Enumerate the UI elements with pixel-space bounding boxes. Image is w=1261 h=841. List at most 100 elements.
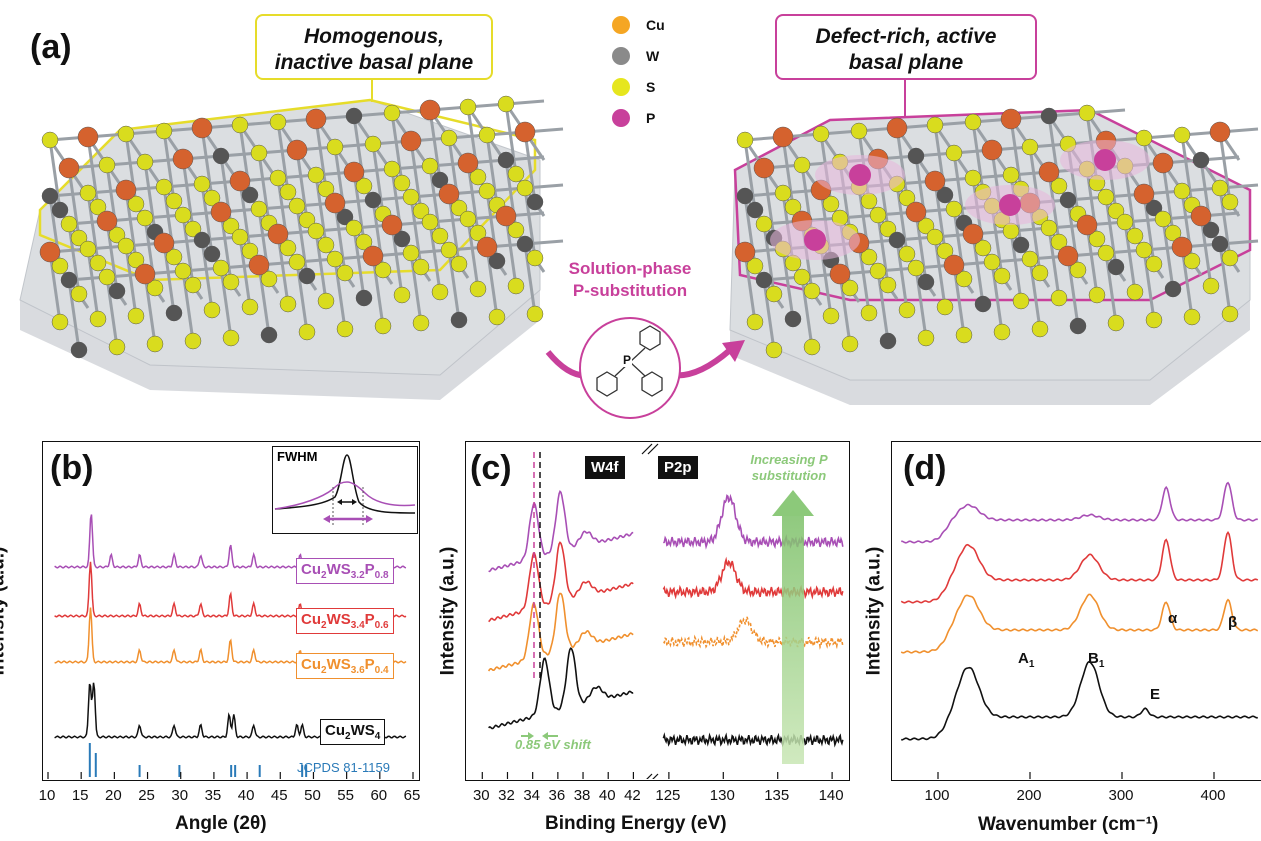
left-atom-72 [326,250,344,268]
right-atom-57 [1040,219,1058,237]
left-atom-46 [324,192,346,214]
left-lower-atom-67 [146,335,164,353]
left-lower-atom-57 [241,298,259,316]
right-lower-atom-65 [879,332,897,350]
left-atom-40 [96,210,118,232]
left-lower-atom-68 [184,332,202,350]
left-lower-atom-6 [279,183,297,201]
right-atom-54 [926,228,944,246]
left-lower-atom-28 [127,251,145,269]
panel-c-xlabel: Binding Energy (eV) [545,813,727,834]
left-atom-61 [381,214,403,236]
left-lower-atom-11 [469,168,487,186]
left-atom-31 [229,170,251,192]
right-atom-58 [1076,214,1098,236]
left-atom-30 [193,175,211,193]
sample-p06-el1: Cu [301,611,321,628]
right-lower-atom-44 [1069,261,1087,279]
sample-p08-sub2: 3.2 [350,570,365,581]
right-atom-62 [755,271,773,289]
left-lower-atom-31 [241,242,259,260]
left-lower-atom-55 [165,304,183,322]
left-lower-atom-74 [412,314,430,332]
left-lower-atom-59 [317,292,335,310]
right-atom-68 [983,253,1001,271]
right-lower-atom-68 [993,323,1011,341]
raman-series-1 [900,531,1259,604]
left-atom-52 [39,241,61,263]
right-atom-28 [924,170,946,192]
right-lower-atom-31 [1050,233,1068,251]
left-lower-atom-56 [203,301,221,319]
left-lower-atom-53 [89,310,107,328]
sample-pristine-sub2: 4 [374,731,381,742]
right-atom-34 [1152,152,1174,174]
right-atom-59 [1116,213,1134,231]
left-atom-36 [421,157,439,175]
right-atom-46 [1133,183,1155,205]
left-atom-21 [364,135,382,153]
left-lower-atom-20 [336,208,354,226]
w4f-series-1 [488,541,634,623]
left-atom-69 [212,259,230,277]
left-lower-atom-25 [526,193,544,211]
sample-p08-sub3: 0.8 [374,570,389,581]
sample-p04-el2: WS [326,656,351,673]
left-atom-53 [79,240,97,258]
left-atom-71 [288,253,306,271]
right-lower-atom-19 [1107,202,1125,220]
panel-b-tick-10: 60 [370,787,388,804]
trend-note-line-2: substitution [751,468,827,483]
right-callout-line-1: Defect-rich, active [815,25,997,48]
left-lower-atom-9 [393,174,411,192]
right-lower-atom-3 [860,192,878,210]
left-atom-41 [136,209,154,227]
left-lower-atom-39 [70,285,88,303]
peak-alpha-name: α [1168,610,1178,627]
process-label-line-1: Solution-phase [568,259,692,278]
w-dot-icon [612,47,630,65]
right-atom-4 [886,117,908,139]
right-lower-atom-1 [784,198,802,216]
left-atom-58 [267,223,289,245]
left-lower-atom-8 [355,177,373,195]
sample-p06-sub3: 0.6 [374,620,389,631]
raman-series-3 [901,660,1258,741]
right-lower-atom-45 [1107,258,1125,276]
right-lower-atom-54 [936,298,954,316]
panel-d-ylabel: Intensity (a.u.) [863,546,885,676]
right-lower-atom-34 [1164,224,1182,242]
right-lower-atom-46 [1145,255,1163,273]
p-site-0 [815,155,905,195]
legend-p: P [612,109,655,127]
left-atom-26 [41,187,59,205]
sample-label-p04: Cu2WS3.6P0.4 [296,653,394,679]
raman-series-2 [900,593,1259,654]
left-atom-56 [193,231,211,249]
fwhm-inset-plot [274,454,416,527]
legend-cu-label: Cu [646,17,665,33]
panel-c-plot [465,441,850,785]
sample-p08-el1: Cu [301,561,321,578]
panel-d-xlabel: Wavenumber (cm⁻¹) [978,814,1159,835]
right-lower-atom-74 [1221,305,1239,323]
panel-b-tick-9: 55 [337,787,354,804]
left-lower-atom-76 [488,308,506,326]
left-lower-atom-45 [298,267,316,285]
left-lower-atom-32 [279,239,297,257]
right-lower-atom-67 [955,326,973,344]
right-atom-15 [945,144,963,162]
left-lower-atom-16 [184,220,202,238]
trend-note-line-1: Increasing P [750,452,828,467]
left-atom-16 [172,148,194,170]
left-atom-45 [288,197,306,215]
left-callout: Homogenous, inactive basal plane [255,14,493,80]
right-atom-39 [869,206,887,224]
panel-c-left-tick-2: 34 [523,787,540,804]
p2p-series-2 [663,616,844,650]
left-lower-atom-23 [450,199,468,217]
right-atom-67 [943,254,965,276]
right-lower-atom-14 [917,217,935,235]
left-atom-73 [362,245,384,267]
right-lower-atom-2 [822,195,840,213]
